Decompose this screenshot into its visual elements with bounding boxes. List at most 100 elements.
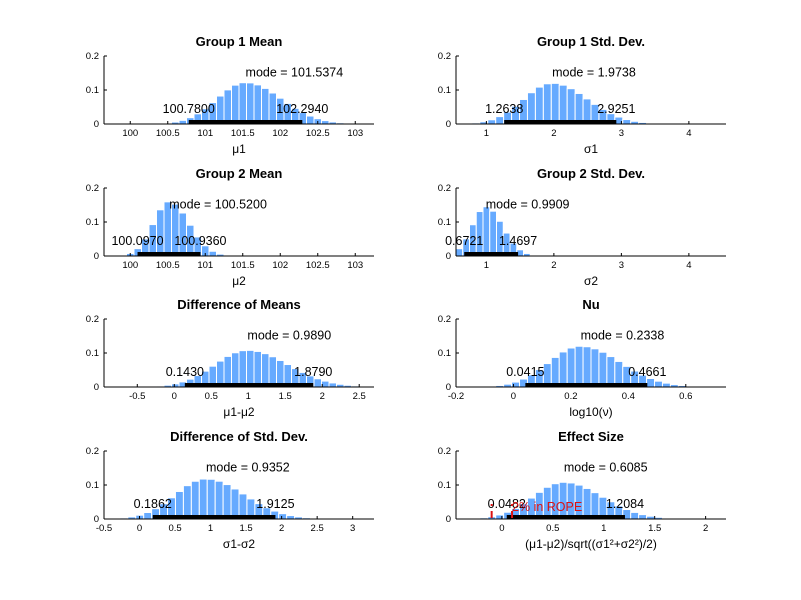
- histogram-bar: [178, 119, 187, 125]
- y-tick-label: 0: [94, 119, 99, 130]
- histogram-bar: [495, 116, 505, 125]
- y-tick-label: 0.1: [438, 348, 451, 359]
- histogram-bar: [216, 95, 225, 125]
- panel-title: Group 1 Mean: [196, 34, 283, 49]
- x-tick-label: 3: [350, 523, 355, 534]
- hdi-low-label: 0.0415: [506, 365, 544, 379]
- x-tick-label: 0.5: [168, 523, 181, 534]
- x-axis-label: μ1-μ2: [223, 405, 254, 419]
- y-tick-label: 0.2: [438, 314, 451, 325]
- histogram-bar: [238, 350, 247, 388]
- x-axis-label: μ2: [232, 274, 246, 288]
- panel-title: Difference of Std. Dev.: [170, 429, 308, 444]
- x-axis-label: σ1-σ2: [223, 537, 255, 551]
- histogram-bar: [630, 511, 640, 520]
- x-tick-label: 1: [601, 523, 606, 534]
- histogram-bar: [190, 480, 200, 520]
- x-axis-label: σ2: [584, 274, 598, 288]
- histogram-bar: [590, 348, 600, 388]
- x-tick-label: 100.5: [156, 260, 180, 271]
- histogram-bar: [495, 514, 505, 520]
- histogram-bar: [598, 351, 608, 388]
- mode-label: mode = 0.9890: [247, 328, 331, 342]
- x-tick-label: 1: [208, 523, 213, 534]
- x-tick-label: 0: [137, 523, 142, 534]
- hdi-low-label: 1.2638: [485, 102, 523, 116]
- hdi-high-label: 1.8790: [294, 365, 332, 379]
- x-tick-label: 102.5: [306, 260, 330, 271]
- y-tick-label: 0.2: [438, 183, 451, 194]
- histogram-bar: [550, 82, 560, 125]
- x-tick-label: 2.5: [311, 523, 324, 534]
- mode-label: mode = 1.9738: [552, 65, 636, 79]
- histogram-bar: [526, 92, 536, 125]
- y-tick-label: 0: [94, 514, 99, 525]
- histogram-bar: [223, 355, 232, 388]
- y-tick-label: 0: [446, 251, 451, 262]
- rope-label: 2% in ROPE: [512, 500, 582, 514]
- hdi-low-label: 100.0970: [111, 234, 163, 248]
- y-tick-label: 0.1: [86, 85, 99, 96]
- x-tick-label: -0.5: [96, 523, 112, 534]
- histogram-bar: [511, 381, 521, 388]
- hdi-low-label: 0.1862: [134, 497, 172, 511]
- histogram-bar: [214, 480, 224, 520]
- histogram-bar: [238, 82, 247, 125]
- x-tick-label: 100: [122, 128, 138, 139]
- x-tick-label: 2: [551, 128, 556, 139]
- y-tick-label: 0: [446, 382, 451, 393]
- x-tick-label: 102.5: [306, 128, 330, 139]
- x-tick-label: 0.6: [679, 391, 692, 402]
- histogram-bar: [558, 84, 568, 125]
- y-tick-label: 0.2: [86, 446, 99, 457]
- histogram-bar: [171, 203, 180, 257]
- x-tick-label: 100: [122, 260, 138, 271]
- panel-title: Group 1 Std. Dev.: [537, 34, 645, 49]
- histogram-bar: [661, 382, 671, 388]
- histogram-bar: [208, 250, 217, 257]
- histogram: [111, 478, 319, 520]
- hdi-high-label: 2.9251: [597, 102, 635, 116]
- histogram-bar: [268, 356, 277, 388]
- hdi-high-label: 1.9125: [256, 497, 294, 511]
- x-axis-label: (μ1-μ2)/sqrt((σ1²+σ2²)/2): [525, 537, 657, 551]
- x-tick-label: 0.4: [622, 391, 635, 402]
- x-tick-label: 101: [197, 260, 213, 271]
- histogram-bar: [231, 352, 240, 388]
- histogram: [487, 345, 695, 388]
- x-tick-label: 0: [499, 523, 504, 534]
- y-tick-label: 0.1: [86, 348, 99, 359]
- x-tick-label: 3: [619, 128, 624, 139]
- y-tick-label: 0: [446, 514, 451, 525]
- histogram-bar: [261, 87, 270, 125]
- x-tick-label: 0.5: [546, 523, 559, 534]
- histogram-bar: [246, 349, 255, 388]
- x-tick-label: -0.2: [448, 391, 464, 402]
- x-tick-label: 2: [703, 523, 708, 534]
- x-tick-label: 103: [347, 260, 363, 271]
- x-tick-label: 1.5: [648, 523, 661, 534]
- histogram-bar: [328, 382, 337, 388]
- histogram-bar: [223, 89, 232, 125]
- histogram-bar: [622, 119, 632, 125]
- histogram-bar: [313, 378, 322, 388]
- hdi-high-label: 1.2084: [606, 497, 644, 511]
- x-axis-label: μ1: [232, 142, 246, 156]
- histogram-bar: [534, 86, 544, 125]
- histogram-bar: [542, 83, 552, 125]
- panel-8: Effect Size 0 0.5 1 1.5 2 0 0.1 0.2 (μ1-μ2)/sqrt(…: [438, 429, 726, 551]
- x-tick-label: 102: [272, 260, 288, 271]
- x-tick-label: 2.5: [353, 391, 366, 402]
- x-tick-label: 1.5: [239, 523, 252, 534]
- x-tick-label: 0.5: [205, 391, 218, 402]
- x-tick-label: 4: [686, 260, 691, 271]
- x-tick-label: 103: [347, 128, 363, 139]
- histogram-bar: [222, 484, 232, 520]
- y-tick-label: 0.2: [86, 314, 99, 325]
- x-tick-label: 1: [246, 391, 251, 402]
- x-tick-label: 2: [551, 260, 556, 271]
- histogram-bar: [253, 350, 262, 388]
- hdi-high-label: 102.2940: [276, 102, 328, 116]
